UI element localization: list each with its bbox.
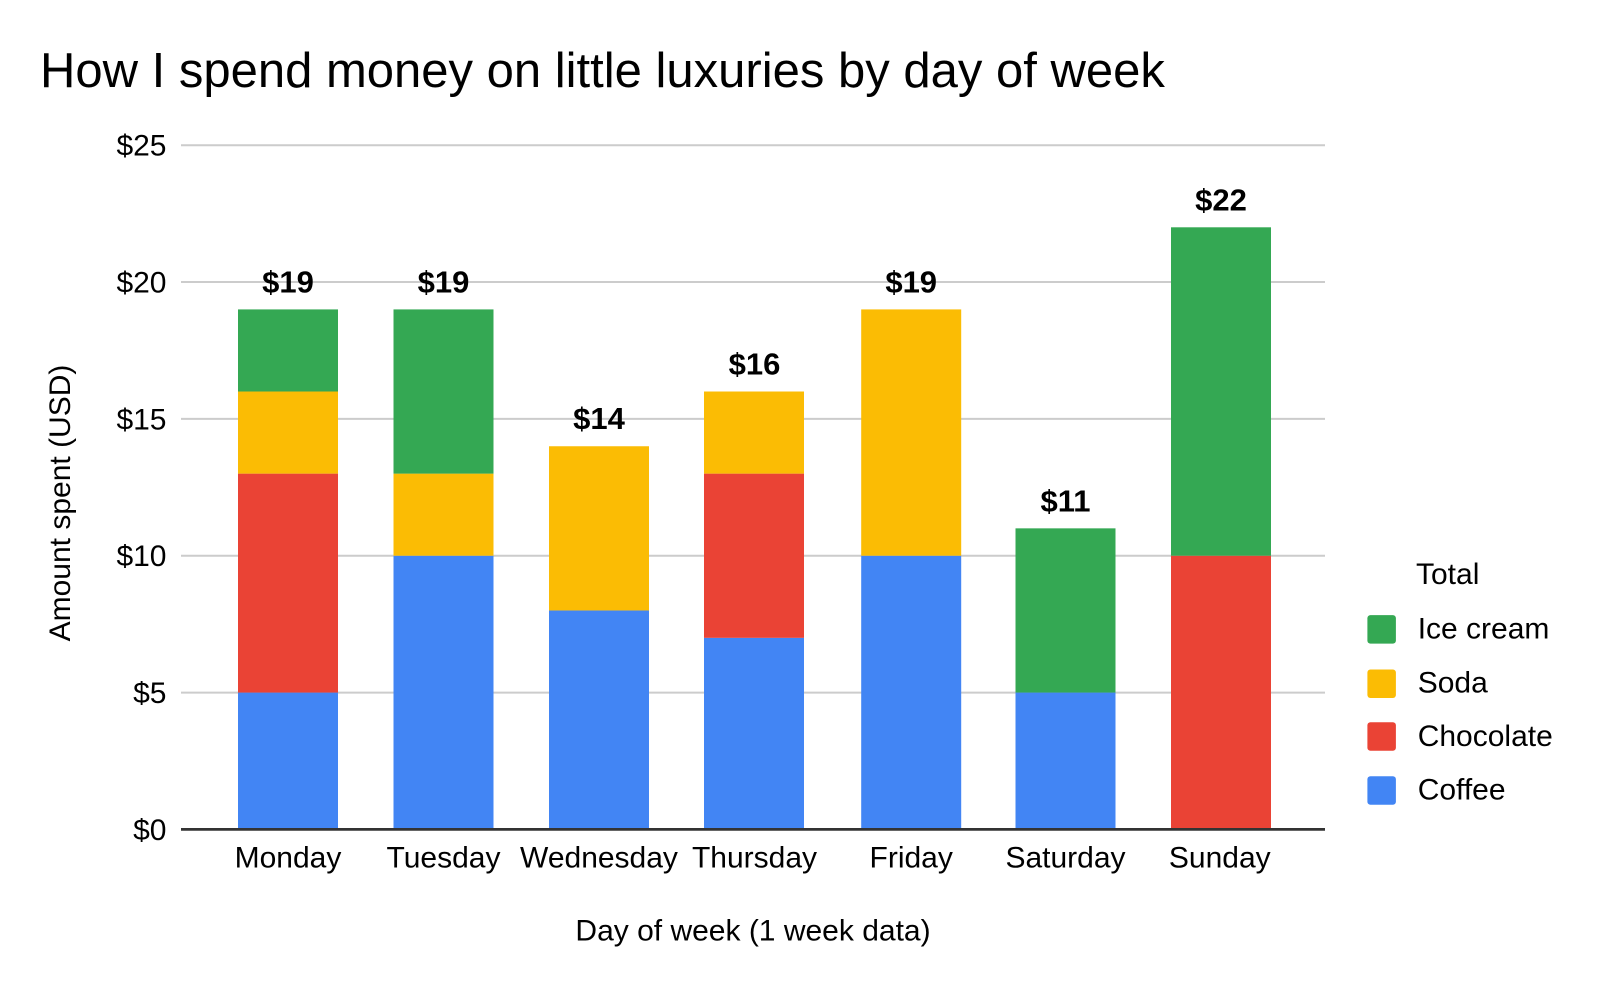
svg-text:$22: $22 xyxy=(1195,182,1247,217)
svg-text:Day of week (1 week data): Day of week (1 week data) xyxy=(575,915,930,948)
svg-text:$11: $11 xyxy=(1040,483,1090,518)
svg-text:How I spend money on little lu: How I spend money on little luxuries by … xyxy=(40,44,1165,98)
svg-text:Thursday: Thursday xyxy=(692,841,817,874)
svg-text:$19: $19 xyxy=(262,264,314,299)
svg-text:Total: Total xyxy=(1416,558,1479,591)
svg-text:$5: $5 xyxy=(133,677,166,710)
svg-text:$15: $15 xyxy=(116,403,166,436)
svg-text:$14: $14 xyxy=(573,401,625,436)
svg-text:Soda: Soda xyxy=(1418,666,1488,699)
svg-text:Coffee: Coffee xyxy=(1418,774,1506,807)
svg-text:Friday: Friday xyxy=(870,841,953,874)
svg-text:Amount spent (USD): Amount spent (USD) xyxy=(44,365,77,642)
svg-text:$19: $19 xyxy=(885,264,937,299)
svg-text:$20: $20 xyxy=(116,267,166,300)
svg-text:$25: $25 xyxy=(116,130,166,163)
svg-text:$0: $0 xyxy=(133,814,166,847)
svg-text:$16: $16 xyxy=(729,347,781,382)
svg-text:$19: $19 xyxy=(418,264,470,299)
svg-text:Wednesday: Wednesday xyxy=(520,841,678,874)
svg-text:Sunday: Sunday xyxy=(1169,841,1271,874)
svg-text:Ice cream: Ice cream xyxy=(1418,612,1550,645)
svg-text:Monday: Monday xyxy=(235,841,342,874)
svg-text:Saturday: Saturday xyxy=(1005,841,1125,874)
svg-text:$10: $10 xyxy=(116,540,166,573)
svg-text:Tuesday: Tuesday xyxy=(387,841,501,874)
svg-text:Chocolate: Chocolate xyxy=(1418,720,1553,753)
